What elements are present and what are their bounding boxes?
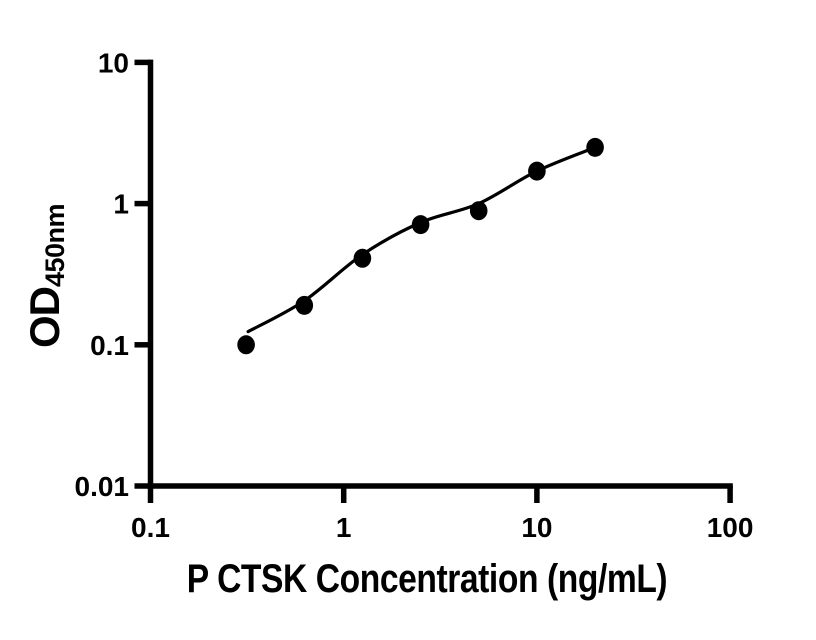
x-tick-label: 10 — [521, 512, 552, 543]
y-axis-title: OD 450nm — [21, 203, 70, 349]
y-axis-title-subscript: 450nm — [40, 203, 70, 288]
data-point-marker — [411, 215, 430, 235]
data-point-marker — [469, 201, 488, 221]
y-tick-label: 1 — [113, 189, 129, 220]
y-axis-title-main: OD — [21, 287, 68, 349]
y-tick-label: 0.01 — [75, 471, 130, 502]
data-point-marker — [586, 137, 604, 157]
data-point-marker — [353, 248, 372, 268]
x-axis-title: P CTSK Concentration (ng/mL) — [186, 557, 668, 601]
y-tick-label: 0.1 — [90, 330, 129, 361]
data-point-marker — [237, 335, 255, 355]
data-point-marker — [295, 295, 314, 315]
x-tick-label: 1 — [336, 512, 352, 543]
y-tick-label: 10 — [98, 47, 129, 78]
x-tick-label: 0.1 — [131, 512, 170, 543]
data-point-marker — [528, 161, 546, 181]
x-tick-label: 100 — [707, 512, 754, 543]
